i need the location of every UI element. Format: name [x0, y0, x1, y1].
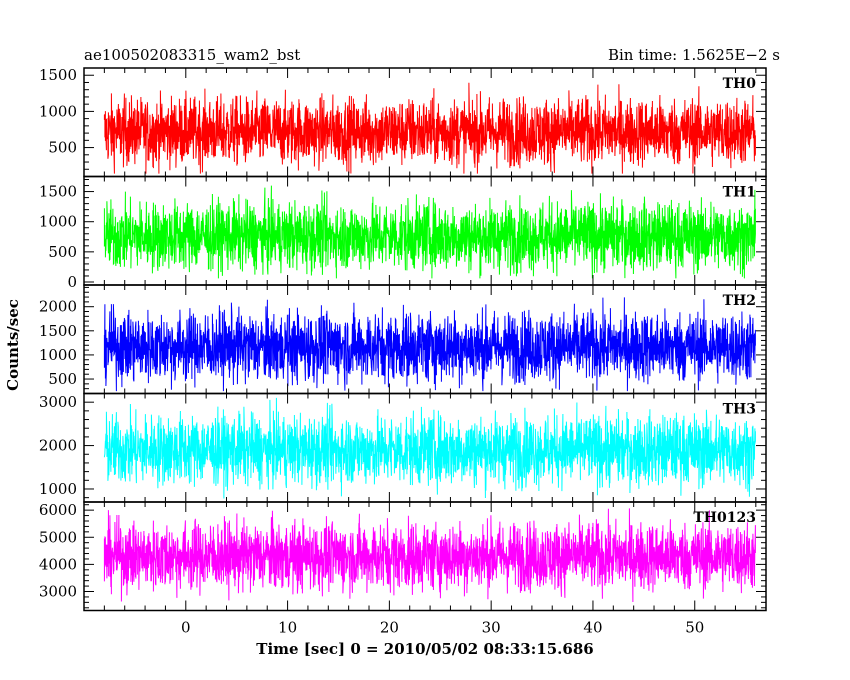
chart-title-right: Bin time: 1.5625E−2 s	[608, 46, 780, 64]
series-label-th0123: TH0123	[693, 510, 756, 526]
y-tick-label: 1500	[39, 183, 77, 201]
y-axis-label: Counts/sec	[4, 299, 22, 391]
panel-th1: 0 500 1000 1500 TH1	[39, 175, 767, 291]
series-line-th0123	[103, 508, 756, 603]
y-tick-label: 1500	[39, 322, 77, 340]
y-tick-label: 5000	[39, 528, 77, 546]
y-tick-label: 3000	[39, 393, 77, 411]
chart-title-left: ae100502083315_wam2_bst	[84, 46, 300, 64]
y-tick-label: 6000	[39, 501, 77, 519]
panel-th3: 1000 2000 3000 TH3	[39, 392, 767, 503]
x-axis-label: Time [sec] 0 = 2010/05/02 08:33:15.686	[256, 640, 593, 658]
series-label-th3: TH3	[723, 402, 756, 418]
x-tick-label: 0	[181, 619, 191, 637]
y-tick-label: 1000	[39, 346, 77, 364]
series-label-th2: TH2	[723, 293, 756, 309]
y-tick-label: 500	[48, 370, 77, 388]
y-tick-label: 2000	[39, 437, 77, 455]
x-tick-label: 50	[685, 619, 704, 637]
series-line-th1	[103, 185, 756, 279]
y-tick-label: 1000	[39, 213, 77, 231]
y-tick-label: 2000	[39, 298, 77, 316]
x-tick-label: 40	[583, 619, 602, 637]
x-tick-label: 20	[380, 619, 399, 637]
panel-th0: 500 1000 1500 TH0	[39, 66, 767, 178]
panel-th2: 500 1000 1500 2000 TH2	[39, 284, 767, 395]
series-line-th3	[103, 397, 756, 499]
panel-frame	[83, 501, 767, 612]
series-line-th0	[103, 82, 756, 174]
series-line-th2	[103, 297, 756, 392]
series-label-th1: TH1	[723, 185, 756, 201]
y-tick-label: 500	[48, 243, 77, 261]
panel-th0123: 3000 4000 5000 6000 TH0123	[39, 501, 767, 612]
x-tick-label: 30	[482, 619, 501, 637]
y-tick-label: 500	[48, 139, 77, 157]
y-tick-label: 0	[67, 273, 77, 291]
y-tick-label: 1000	[39, 480, 77, 498]
y-tick-label: 1000	[39, 102, 77, 120]
x-tick-label: 10	[278, 619, 297, 637]
y-tick-label: 1500	[39, 66, 77, 84]
y-tick-label: 4000	[39, 555, 77, 573]
series-label-th0: TH0	[723, 76, 757, 92]
y-tick-label: 3000	[39, 583, 77, 601]
